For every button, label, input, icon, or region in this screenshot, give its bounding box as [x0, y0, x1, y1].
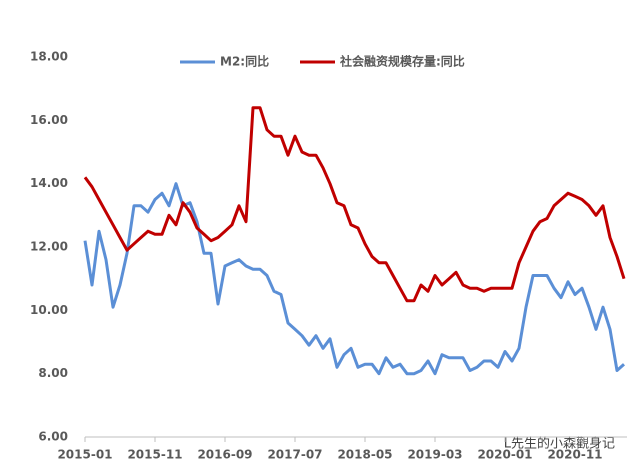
y-tick-label: 14.00: [30, 176, 68, 190]
watermark: L先生的小森觀身记: [504, 436, 615, 452]
series-line: [83, 106, 626, 303]
series-line: [83, 182, 626, 376]
x-tick-label: 2017-07: [267, 448, 322, 462]
legend-label: 社会融资规模存量:同比: [339, 54, 465, 69]
x-tick-label: 2015-01: [57, 448, 112, 462]
x-tick-label: 2016-09: [197, 448, 252, 462]
x-tick-label: 2020-01: [477, 448, 532, 462]
y-tick-label: 8.00: [38, 366, 68, 380]
x-tick-label: 2015-11: [127, 448, 182, 462]
x-tick-label: 2019-03: [407, 448, 462, 462]
y-tick-label: 18.00: [30, 50, 68, 64]
legend-label: M2:同比: [220, 54, 269, 69]
x-tick-label: 2018-05: [337, 448, 392, 462]
y-tick-label: 6.00: [38, 430, 68, 444]
y-tick-label: 12.00: [30, 240, 68, 254]
y-tick-label: 16.00: [30, 113, 68, 127]
y-tick-label: 10.00: [30, 303, 68, 317]
x-tick-label: 2020-11: [547, 448, 602, 462]
